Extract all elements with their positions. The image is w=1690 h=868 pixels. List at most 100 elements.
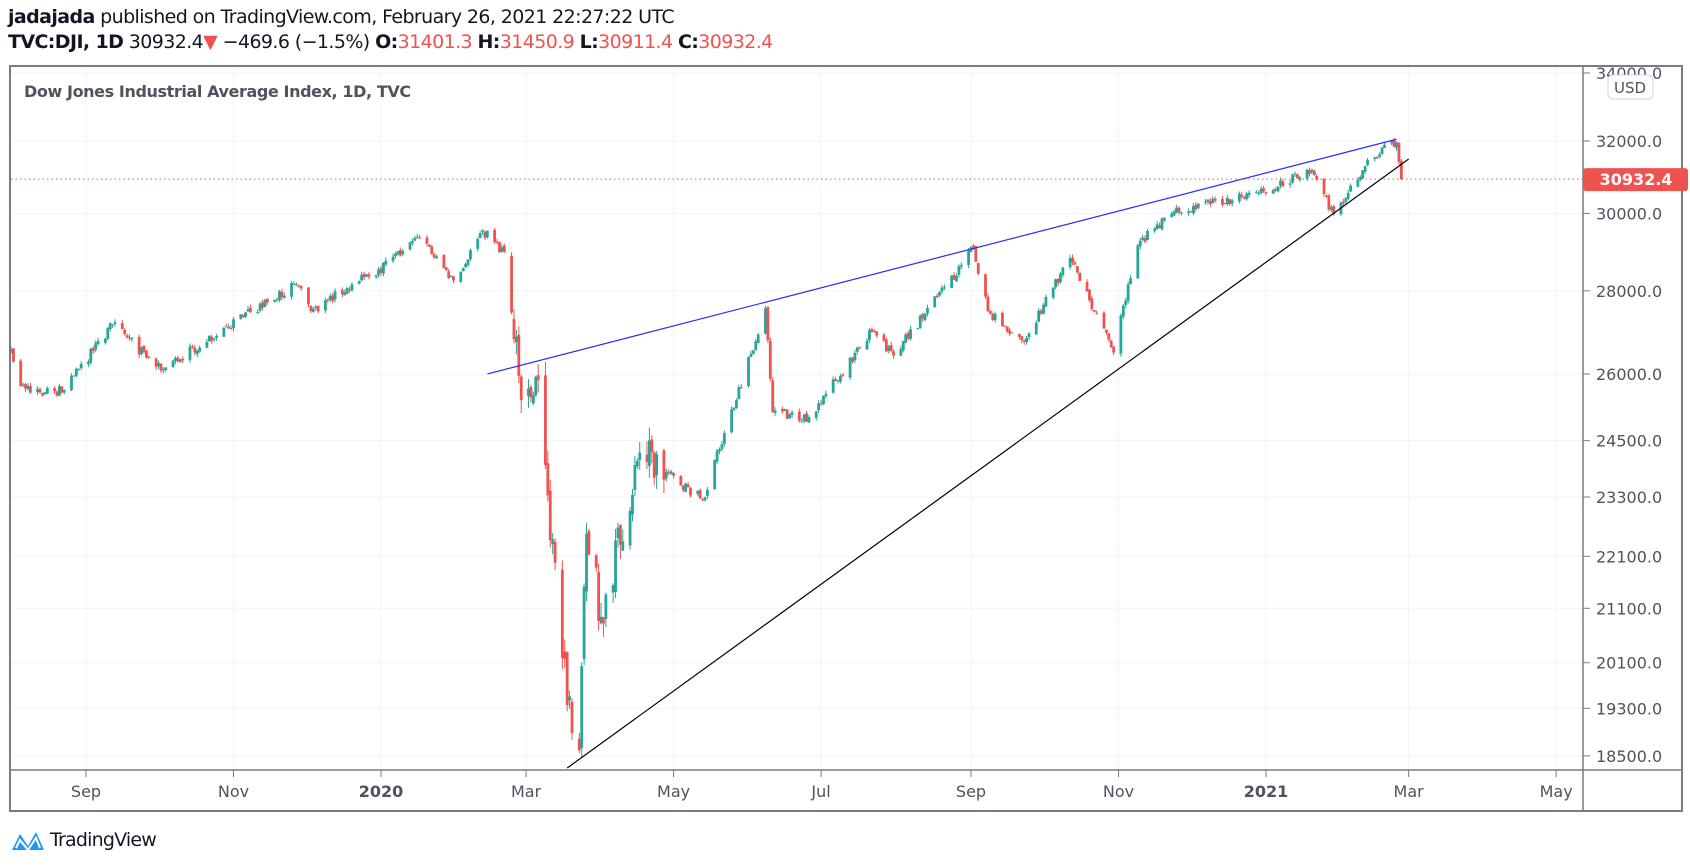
candle-up [696, 490, 700, 495]
candle-up [703, 497, 707, 501]
candle-up [45, 387, 49, 394]
candle-down [972, 245, 975, 248]
candle-down [797, 411, 801, 421]
candle-up [113, 322, 117, 324]
time-tick-label: May [1540, 782, 1573, 801]
candle-down [60, 386, 64, 393]
trendline-upper[interactable] [487, 138, 1397, 375]
candle-up [290, 283, 293, 297]
candle-down [594, 555, 598, 568]
price-tick-label: 18500.0 [1596, 747, 1662, 766]
candle-up [756, 334, 760, 343]
candle-up [1141, 237, 1145, 241]
candles [11, 137, 1403, 758]
candle-up [706, 489, 709, 496]
candle-down [1085, 282, 1089, 292]
price-axis[interactable]: 34000.032000.030000.028000.026000.024500… [1583, 64, 1662, 766]
candle-up [527, 388, 530, 397]
candle-up [764, 308, 767, 334]
candle-up [899, 348, 903, 356]
candle-up [822, 396, 825, 405]
time-tick-label: Sep [956, 782, 986, 801]
candle-up [171, 360, 175, 368]
candle-up [365, 274, 368, 277]
candle-up [246, 309, 250, 312]
candle-down [667, 471, 671, 473]
low-label: L: [579, 31, 599, 53]
candle-up [333, 291, 337, 300]
candle-down [123, 329, 127, 334]
candle-down [512, 319, 516, 340]
candle-down [1095, 313, 1099, 315]
candle-up [633, 465, 637, 490]
candle-down [340, 289, 344, 295]
candle-up [1155, 224, 1159, 230]
candle-down [510, 255, 513, 313]
last-price-marker: 30932.4 [11, 168, 1688, 192]
candle-up [222, 327, 226, 337]
time-axis[interactable]: Sep Nov 2020 Mar May Jul Sep Nov 2021 Mar May [71, 770, 1573, 801]
candle-down [193, 347, 197, 353]
candle-up [568, 696, 571, 701]
candle-up [374, 275, 378, 278]
time-tick-label: Nov [218, 782, 249, 801]
candle-up [848, 357, 852, 378]
candle-up [1175, 207, 1178, 213]
candle-up [394, 253, 397, 256]
candle-down [662, 450, 666, 480]
candle-down [984, 274, 987, 297]
candle-up [161, 368, 165, 371]
candle-down [841, 374, 845, 376]
trendlines[interactable] [487, 138, 1409, 769]
candle-down [577, 738, 581, 751]
high-value: 31450.9 [499, 31, 575, 53]
candle-up [1192, 206, 1195, 214]
candle-up [582, 586, 586, 660]
candle-up [1271, 190, 1275, 194]
candle-up [1054, 279, 1058, 288]
candle-down [892, 351, 896, 356]
candle-up [940, 287, 944, 292]
candle-down [249, 307, 252, 313]
candle-up [500, 247, 504, 252]
candle-up [1373, 157, 1377, 159]
trendline-lower[interactable] [566, 158, 1409, 769]
candle-down [1221, 198, 1224, 205]
candle-up [11, 349, 13, 353]
candle-up [357, 281, 361, 284]
candle-up [188, 346, 192, 360]
candle-down [309, 305, 313, 312]
author-name[interactable]: jadajada [8, 6, 95, 28]
candle-up [1259, 188, 1263, 193]
logo-text: TradingView [50, 829, 157, 851]
candle-up [256, 312, 260, 314]
candle-down [650, 439, 654, 453]
chart-frame [9, 65, 1683, 812]
candle-up [732, 407, 736, 410]
candle-up [959, 265, 963, 267]
candle-down [398, 249, 402, 256]
candle-down [427, 244, 431, 247]
candle-down [1109, 340, 1113, 348]
candle-up [1293, 173, 1297, 175]
candle-up [950, 275, 954, 288]
candle-up [258, 303, 262, 311]
time-tick-label: Sep [71, 782, 101, 801]
candle-down [805, 413, 808, 422]
time-tick-label: Jul [810, 782, 830, 801]
candle-down [565, 652, 569, 706]
candle-up [788, 414, 792, 419]
candle-up [1126, 284, 1130, 301]
tradingview-logo[interactable]: TradingView [10, 828, 157, 852]
candle-down [976, 262, 980, 274]
currency-button[interactable] [1607, 74, 1654, 100]
candle-up [345, 288, 349, 294]
candle-down [1017, 334, 1021, 337]
high-label: H: [477, 31, 500, 53]
candle-down [91, 348, 95, 351]
candle-down [768, 340, 772, 379]
candle-down [1056, 278, 1060, 284]
candle-up [1037, 310, 1041, 322]
candle-down [1001, 312, 1004, 327]
